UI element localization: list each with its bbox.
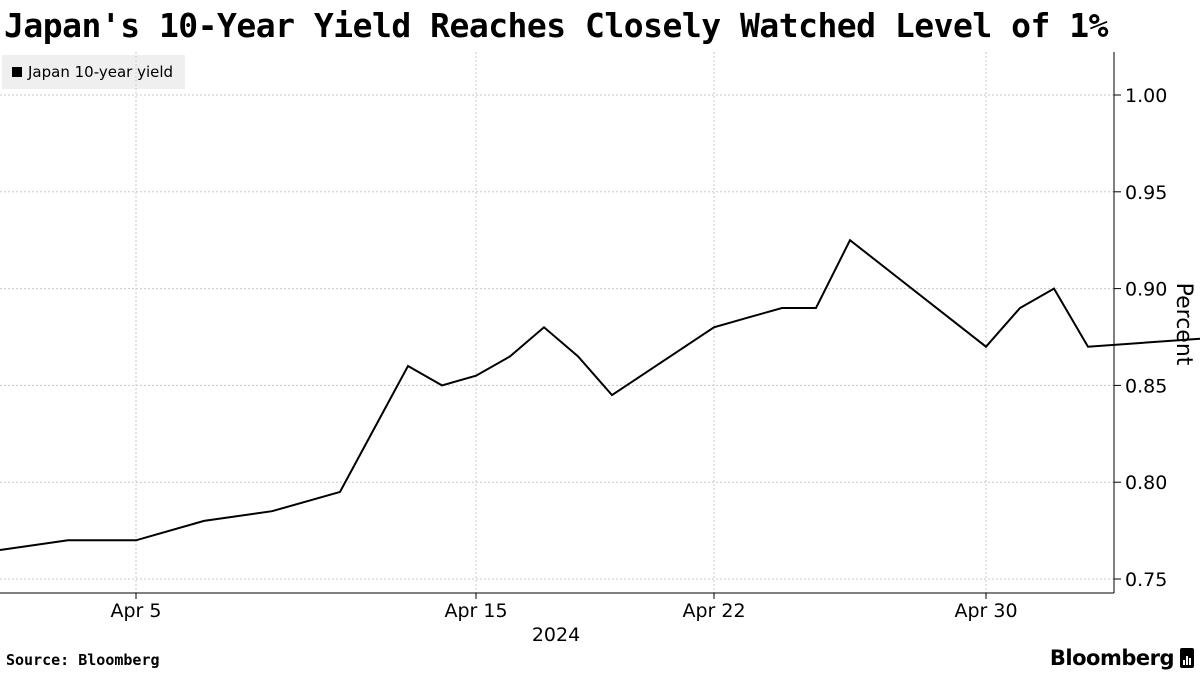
y-tick-label: 0.80 (1125, 472, 1167, 494)
grid-lines (0, 52, 1114, 593)
brand-name: Bloomberg (1049, 646, 1175, 670)
legend-swatch (12, 67, 22, 77)
bloomberg-chart-icon (1180, 648, 1194, 668)
y-tick-label: 0.95 (1125, 182, 1167, 204)
x-tick-label: Apr 30 (954, 600, 1017, 622)
chart-title: Japan's 10-Year Yield Reaches Closely Wa… (4, 6, 1108, 45)
axes (0, 52, 1121, 599)
legend: Japan 10-year yield (2, 55, 186, 89)
x-tick-label: Apr 15 (444, 600, 507, 622)
y-tick-label: 1.00 (1125, 85, 1167, 107)
legend-label: Japan 10-year yield (28, 63, 174, 81)
y-tick-label: 0.85 (1125, 375, 1167, 397)
x-tick-label: Apr 22 (682, 600, 745, 622)
y-tick-label: 0.90 (1125, 279, 1167, 301)
series-layer (0, 238, 1200, 551)
y-axis-title: Percent (1171, 283, 1196, 366)
y-tick-label: 0.75 (1125, 569, 1167, 591)
brand-logo: Bloomberg (1050, 646, 1194, 670)
series-line-japan-10y (0, 238, 1200, 551)
x-tick-label: Apr 5 (111, 600, 162, 622)
axis-labels: 0.75 0.80 0.85 0.90 0.95 1.00 Apr 5 Apr 15 Apr 2… (111, 85, 1197, 646)
source-note: Source: Bloomberg (6, 651, 160, 669)
x-year-label: 2024 (532, 624, 580, 646)
